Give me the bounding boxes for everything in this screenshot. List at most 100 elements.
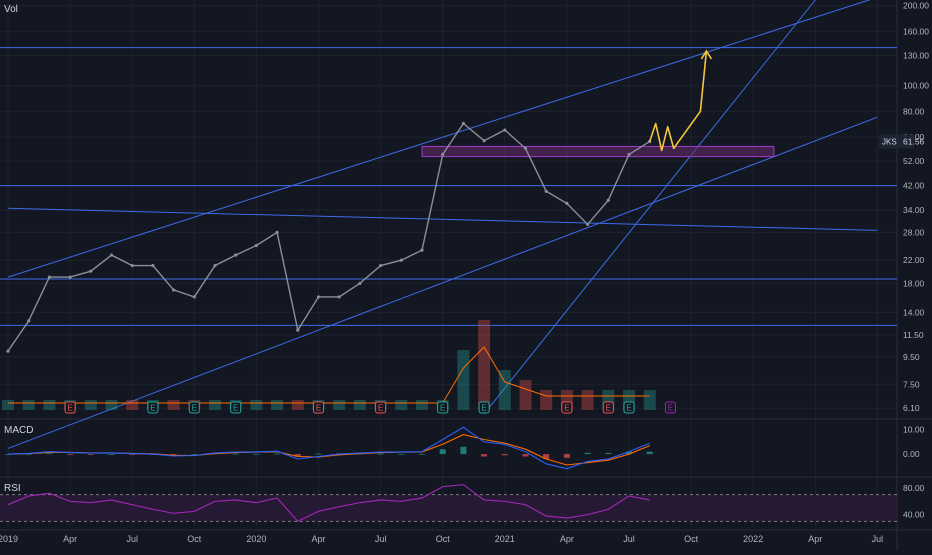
earnings-badge[interactable] [313,401,324,414]
y-tick-label: 34.00 [903,205,925,215]
horizontal-levels [0,47,897,326]
volume-bar [291,400,304,410]
y-tick-label: 22.00 [903,255,925,265]
macd-histogram-bar [563,454,570,458]
macd-histogram-bar [377,453,384,455]
macd-histogram-bar [25,453,32,455]
price-point [47,275,52,279]
earnings-badge[interactable] [437,401,449,414]
price-point [482,139,486,143]
macd-pane [5,426,653,470]
macd-histogram-bar [626,451,632,455]
price-point [420,248,424,252]
y-tick-label: 160.00 [903,26,929,36]
price-point [130,263,134,268]
macd-histogram-bar [398,453,405,455]
x-tick-label: Oct [187,534,202,544]
macd-histogram-bar [584,452,591,455]
y-tick-label: 9.50 [903,352,920,362]
supply-demand-zone [421,145,775,158]
macd-histogram-bar [522,454,529,457]
earnings-badge[interactable] [602,401,614,414]
earnings-badge[interactable] [623,401,635,414]
macd-histogram-bar [294,454,301,457]
macd-line [7,426,650,470]
macd-histogram-bar [274,453,281,455]
y-tick-label: 7.50 [903,379,920,389]
earnings-badge-label: E [67,404,72,413]
price-point [296,328,300,332]
volume-bar [457,350,470,410]
volume-bar [353,400,366,410]
ticker-label: JKS [882,138,897,147]
macd-histogram-bar [543,454,550,459]
x-tick-label: Oct [684,534,699,544]
price-point [441,152,445,157]
earnings-badge[interactable] [561,401,573,414]
trendline [7,207,878,231]
macd-histogram-bar [253,453,260,455]
volume-label: Vol [4,4,18,15]
volume-bar [167,400,180,410]
macd-histogram-bar [460,446,467,455]
volume-bar [2,400,14,410]
price-point [565,201,569,205]
macd-histogram-bar [646,451,653,455]
rsi-label: RSI [4,483,21,494]
price-point [151,263,155,268]
macd-histogram-bar [67,454,74,455]
price-point [627,152,631,157]
macd-histogram-bar [170,454,177,455]
volume-bar [540,390,553,410]
price-point [461,121,465,126]
earnings-badge-label: E [564,404,569,413]
volume-bar [250,400,263,410]
y-tick-label: 14.00 [903,307,925,317]
x-tick-label: Apr [560,534,574,544]
volume-bars [2,320,656,410]
volume-bar [22,400,35,410]
earnings-badge-label: E [316,404,321,413]
zone-rect [421,145,775,158]
macd-histogram-bar [87,454,94,455]
macd-histogram-bar [191,454,198,455]
earnings-badge[interactable] [478,401,490,414]
price-point [606,198,610,202]
volume-bar [395,400,408,410]
macd-histogram-bar [501,454,508,456]
earnings-badge[interactable] [188,401,200,414]
price-point [399,258,403,262]
y-tick-label: 42.00 [903,181,925,191]
x-tick-label: 2020 [246,534,266,544]
earnings-badge[interactable] [664,401,676,414]
volume-bar [43,400,56,410]
price-point [213,263,217,268]
y-tick-label: 80.00 [903,106,925,116]
x-tick-label: Jul [126,534,138,544]
price-point [358,281,362,285]
projection-line [648,50,708,152]
x-tick-label: 2019 [0,534,18,544]
macd-signal-line [7,434,650,466]
y-tick-label: 28.00 [903,227,925,237]
earnings-badge[interactable] [147,401,159,414]
x-tick-label: Apr [311,534,325,544]
macd-y-tick: 0.00 [903,449,920,459]
price-point [316,295,321,299]
macd-histogram-bar [5,454,11,455]
earnings-badge[interactable] [375,401,387,414]
price-point [234,253,238,257]
rsi-y-tick: 40.00 [903,510,925,520]
earnings-badge-label: E [668,404,673,413]
y-tick-label: 18.00 [903,278,925,288]
axes: 2019 Apr Jul Oct 2020 Apr Jul Oct 2021 Apr Jul Oct 2… [0,1,929,544]
earnings-badge[interactable] [64,401,76,414]
macd-histogram-bar [439,449,446,455]
price-point [27,319,31,323]
grid-layer [0,0,897,528]
price-series [6,121,652,353]
earnings-badge[interactable] [230,401,242,414]
